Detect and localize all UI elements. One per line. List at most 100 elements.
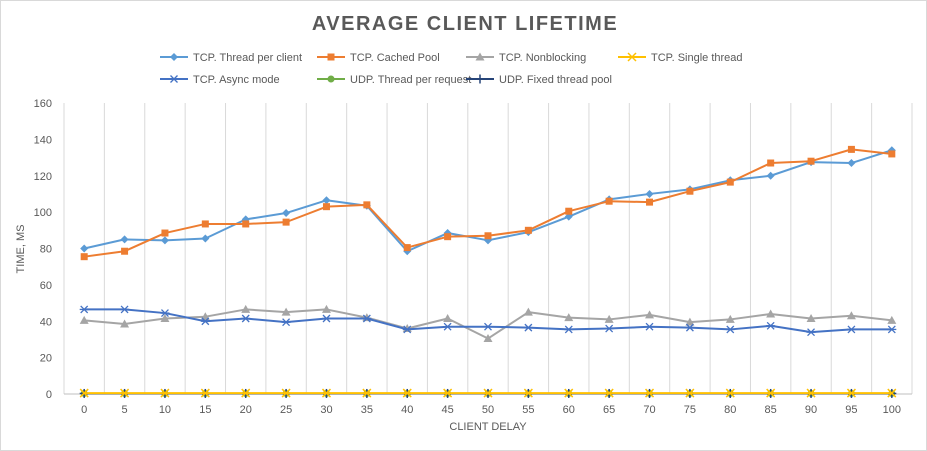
data-point xyxy=(161,229,169,237)
data-point xyxy=(362,388,372,398)
data-point xyxy=(241,304,251,313)
data-point xyxy=(120,305,130,314)
data-point xyxy=(121,247,129,255)
data-point xyxy=(604,314,614,323)
data-point xyxy=(160,314,170,323)
x-tick-label: 60 xyxy=(563,404,575,416)
data-point xyxy=(685,317,695,326)
y-tick-label: 120 xyxy=(34,171,52,183)
grid-lines xyxy=(63,103,913,395)
data-point xyxy=(327,53,335,61)
data-point xyxy=(645,322,655,331)
data-point xyxy=(484,232,492,240)
data-point xyxy=(483,334,493,343)
data-point xyxy=(766,388,776,398)
data-point xyxy=(322,196,331,205)
y-axis-title: TIME, MS xyxy=(15,225,27,274)
data-point xyxy=(443,322,453,331)
data-point xyxy=(281,318,291,327)
data-point xyxy=(362,314,372,323)
legend-label: TCP. Thread per client xyxy=(193,52,302,64)
x-tick-label: 95 xyxy=(845,404,857,416)
data-point xyxy=(806,388,816,398)
data-point xyxy=(281,388,291,398)
data-point xyxy=(321,314,331,323)
data-point xyxy=(767,159,775,167)
data-point xyxy=(169,75,179,83)
data-point xyxy=(483,322,493,331)
data-point xyxy=(685,323,695,332)
data-point xyxy=(807,157,815,165)
data-point xyxy=(564,388,574,398)
legend-label: UDP. Thread per request xyxy=(350,74,471,86)
data-point xyxy=(847,145,855,153)
data-point xyxy=(605,197,613,205)
x-tick-label: 90 xyxy=(805,404,817,416)
x-axis-ticks: 0 5 10 15 20 25 30 35 40 45 50 55 60 65 70 75 80 85 90 95 10… xyxy=(81,404,901,416)
data-point xyxy=(565,207,573,215)
data-point xyxy=(242,220,250,228)
x-tick-label: 75 xyxy=(684,404,696,416)
series-tcp-cached-pool xyxy=(80,145,896,261)
series-tcp-async-mode xyxy=(79,305,897,337)
legend-label: TCP. Async mode xyxy=(193,74,280,86)
data-point xyxy=(402,388,412,398)
data-point xyxy=(321,388,332,398)
data-point xyxy=(627,52,637,62)
y-tick-label: 0 xyxy=(46,389,52,401)
y-tick-label: 100 xyxy=(34,207,52,219)
data-point xyxy=(644,388,655,398)
data-point xyxy=(282,209,291,218)
x-tick-label: 10 xyxy=(159,404,171,416)
data-point xyxy=(201,220,209,228)
x-tick-label: 85 xyxy=(765,404,777,416)
x-tick-label: 45 xyxy=(441,404,453,416)
legend-item: TCP. Cached Pool xyxy=(317,52,440,64)
x-tick-label: 0 xyxy=(81,404,87,416)
y-tick-label: 60 xyxy=(40,280,52,292)
x-tick-label: 80 xyxy=(724,404,736,416)
data-point xyxy=(766,321,776,330)
data-point xyxy=(444,233,452,241)
data-point xyxy=(80,244,89,253)
data-point xyxy=(443,388,453,398)
data-point xyxy=(888,150,896,158)
x-tick-label: 50 xyxy=(482,404,494,416)
x-tick-label: 5 xyxy=(122,404,128,416)
x-tick-label: 65 xyxy=(603,404,615,416)
data-point xyxy=(725,325,735,334)
data-point xyxy=(847,159,856,168)
x-tick-label: 55 xyxy=(522,404,534,416)
data-point xyxy=(846,325,856,334)
data-point xyxy=(524,226,532,234)
data-point xyxy=(523,323,533,332)
data-point xyxy=(766,309,776,318)
data-point xyxy=(363,201,371,209)
x-tick-label: 25 xyxy=(280,404,292,416)
data-point xyxy=(564,325,574,334)
data-point xyxy=(170,53,178,61)
data-point xyxy=(725,314,735,323)
data-point xyxy=(685,388,695,398)
data-point xyxy=(160,309,170,318)
data-point xyxy=(887,325,897,334)
data-point xyxy=(80,253,88,261)
data-point xyxy=(483,388,493,398)
data-point xyxy=(475,52,485,61)
data-point xyxy=(523,388,533,398)
data-point xyxy=(846,388,856,398)
data-point xyxy=(766,171,775,180)
data-point xyxy=(160,388,170,398)
data-point xyxy=(887,315,897,324)
data-point xyxy=(282,218,290,226)
data-point xyxy=(120,388,130,398)
legend-item: UDP. Fixed thread pool xyxy=(466,74,612,86)
x-tick-label: 40 xyxy=(401,404,413,416)
legend-label: TCP. Cached Pool xyxy=(350,52,440,64)
y-axis-ticks: 0 20 40 60 80 100 120 140 160 xyxy=(34,98,52,401)
data-point xyxy=(160,236,169,245)
data-point xyxy=(120,235,129,244)
data-point xyxy=(645,189,654,198)
